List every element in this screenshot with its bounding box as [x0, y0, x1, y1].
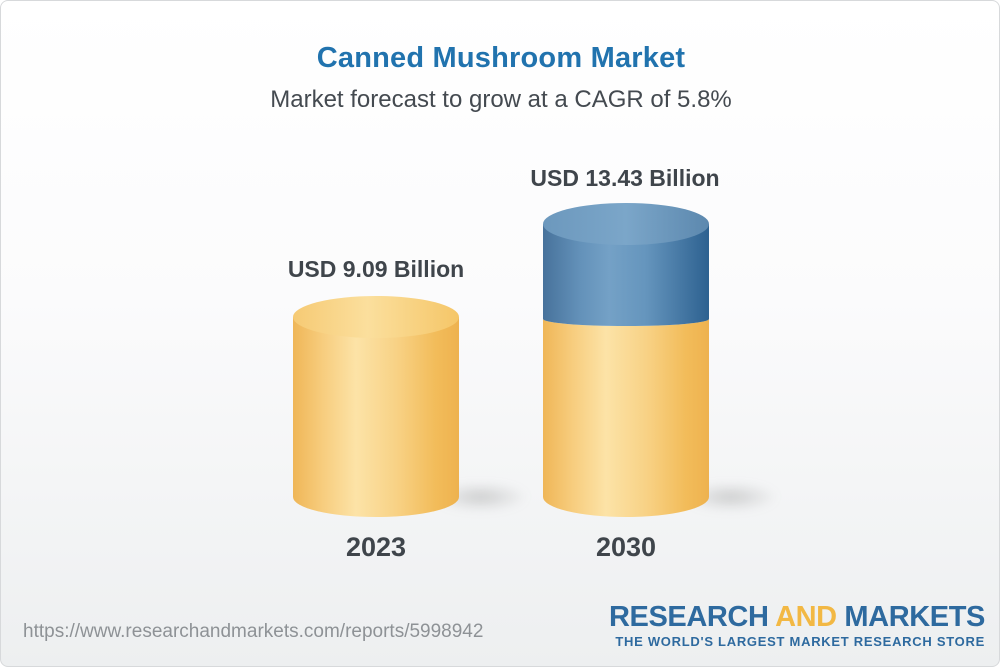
research-and-markets-logo: RESEARCH AND MARKETS THE WORLD'S LARGEST…	[609, 602, 985, 650]
logo-word-research: RESEARCH	[608, 601, 769, 633]
bar-2030-category-label: 2030	[595, 532, 657, 562]
bar-2023-cylinder	[293, 296, 459, 517]
report-url: https://www.researchandmarkets.com/repor…	[23, 621, 484, 642]
page-title: Canned Mushroom Market	[316, 42, 686, 74]
logo-tagline: THE WORLD'S LARGEST MARKET RESEARCH STOR…	[615, 634, 985, 650]
bar-2023-value-label: USD 9.09 Billion	[287, 256, 465, 282]
chart-subtitle: Market forecast to grow at a CAGR of 5.8…	[270, 86, 732, 113]
logo-word-and: AND	[775, 601, 837, 633]
logo-word-markets: MARKETS	[844, 601, 985, 633]
bar-2023-category-label: 2023	[345, 532, 407, 562]
logo-wordmark: RESEARCH AND MARKETS	[609, 602, 985, 632]
bar-2030-cylinder-base-segment	[543, 319, 709, 517]
bar-2030-value-label: USD 13.43 Billion	[530, 165, 720, 191]
bar-2030-cylinder-growth-segment	[543, 203, 709, 326]
